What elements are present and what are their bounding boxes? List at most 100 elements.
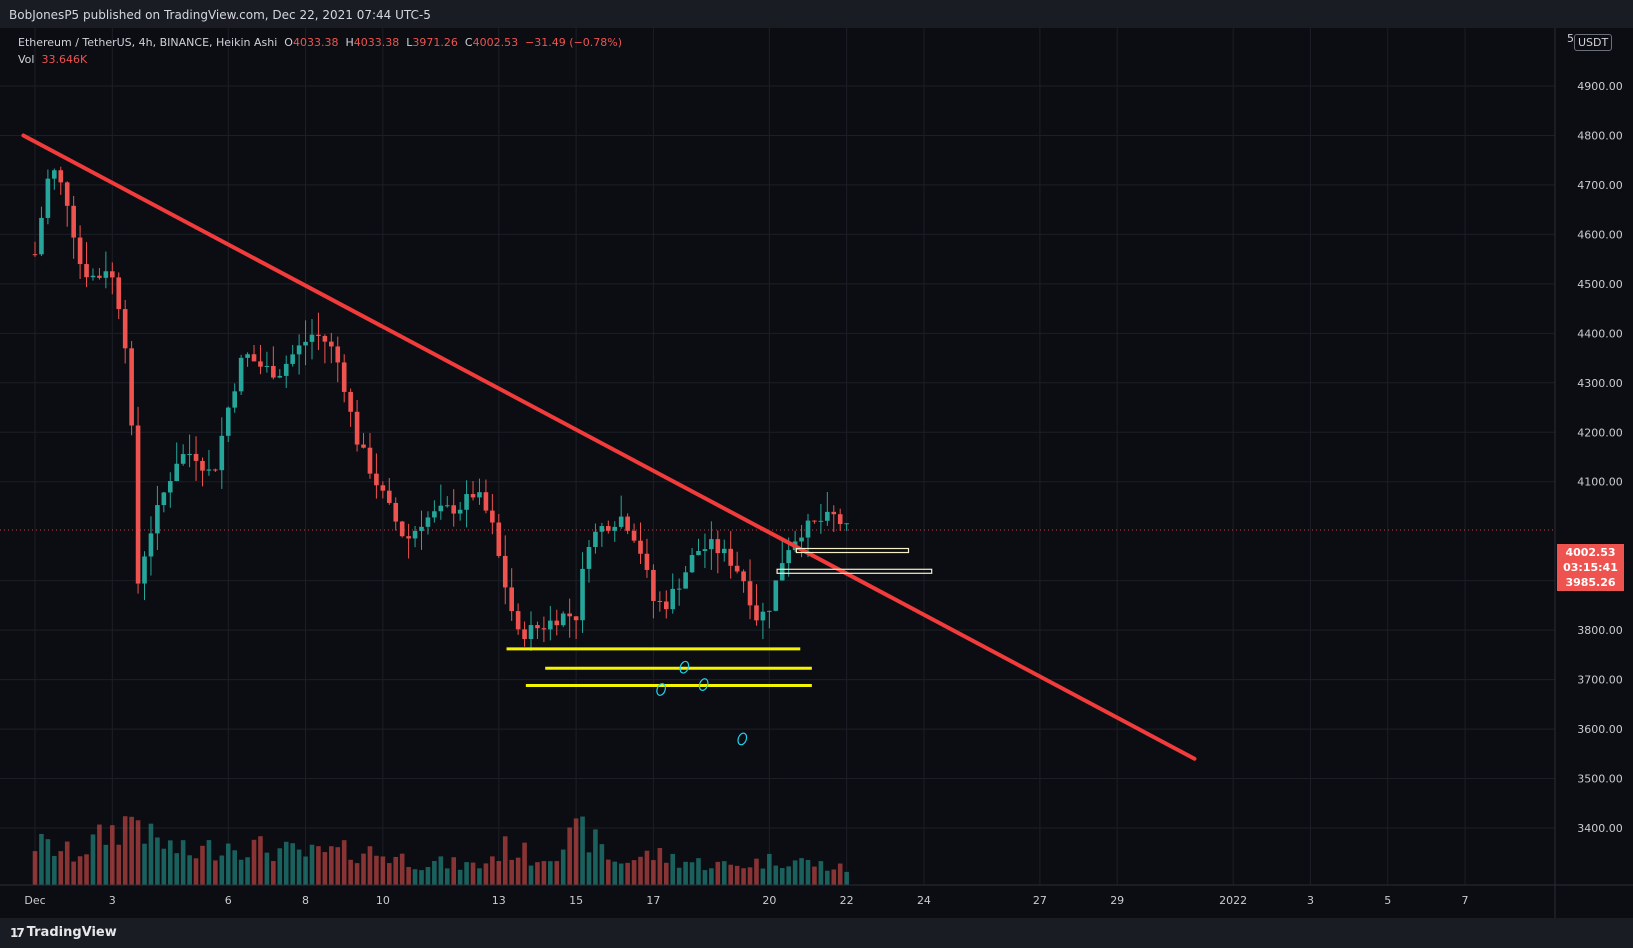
volume-bar (457, 869, 463, 885)
volume-label: Vol (18, 53, 35, 66)
candle-body (606, 526, 611, 531)
candle-body (348, 391, 353, 412)
volume-bar (586, 852, 592, 885)
price-chart[interactable]: 4900.00 4800.00 4700.00 4600.00 4500.00 4400.… (0, 28, 1633, 918)
candle-body (709, 539, 714, 550)
candle-body (277, 375, 283, 378)
candles (32, 166, 849, 652)
volume-bar (290, 843, 295, 885)
tradingview-logo[interactable]: 17 TradingView (10, 925, 117, 940)
zone-box[interactable] (795, 547, 910, 554)
volume-bar (341, 840, 347, 885)
volume-bar (316, 846, 321, 885)
candle-body (412, 530, 418, 539)
volume-bar (573, 818, 579, 885)
volume-bar (734, 865, 740, 885)
candle-body (122, 309, 128, 349)
candle-body (374, 473, 379, 486)
volume-bar (380, 856, 386, 885)
volume-bar (277, 848, 283, 885)
candle-body (161, 492, 167, 506)
candle-body (457, 509, 463, 514)
candle-body (303, 341, 308, 346)
candle-body (567, 613, 572, 617)
candle-body (103, 271, 109, 278)
tradingview-logo-icon: 17 (10, 925, 25, 940)
time-tick-label: 15 (569, 894, 583, 907)
time-tick-label: 22 (840, 894, 854, 907)
volume-bar (386, 863, 392, 885)
candle-body (341, 362, 347, 392)
volume-bar (618, 863, 624, 885)
volume-bar (702, 870, 708, 885)
candle-body (39, 217, 44, 255)
volume-bar (502, 836, 508, 885)
close-value: 4002.53 (472, 36, 519, 49)
candle-body (509, 587, 514, 612)
time-tick-label: 2022 (1219, 894, 1247, 907)
candle-body (490, 510, 495, 523)
volume-bar (155, 837, 160, 885)
candle-body (155, 505, 160, 534)
price-tick-label: 3600.00 (1577, 723, 1623, 736)
annotation-mark (679, 660, 690, 674)
volume-bar (490, 856, 495, 885)
time-tick-label: 3 (1307, 894, 1314, 907)
price-tick-label: 4500.00 (1577, 278, 1623, 291)
candle-body (110, 271, 115, 278)
volume-bar (548, 861, 553, 885)
candle-body (535, 625, 540, 629)
candle-body (496, 522, 502, 556)
currency-unit-button[interactable]: USDT (1574, 34, 1613, 51)
volume-bar (354, 863, 360, 885)
volume-bar (206, 840, 212, 885)
candle-body (689, 555, 695, 573)
candle-body (799, 537, 804, 542)
volume-bar (32, 851, 38, 885)
volume-bar (245, 857, 250, 885)
trendline[interactable] (21, 133, 1197, 761)
volume-bar (528, 865, 534, 885)
volume-bar (45, 839, 51, 885)
volume-bar (64, 841, 70, 885)
symbol-label[interactable]: Ethereum / TetherUS, 4h, BINANCE, Heikin… (18, 36, 278, 49)
volume-bar (71, 861, 76, 885)
volume-bar (52, 855, 57, 885)
volume-bar (844, 871, 849, 885)
candle-body (45, 178, 51, 218)
volume-bar (754, 858, 759, 885)
volume-bar (464, 862, 469, 885)
candle-body (361, 444, 366, 448)
candle-body (432, 511, 437, 518)
volume-bar (232, 850, 237, 885)
volume-bar (161, 848, 167, 885)
volume-bar (419, 870, 424, 885)
candle-body (232, 391, 237, 408)
candle-body (386, 490, 392, 503)
volume-bar (122, 816, 128, 885)
candle-body (77, 237, 83, 265)
candle-body (773, 580, 779, 611)
candle-body (451, 505, 457, 514)
volume-bar (329, 846, 334, 885)
time-tick-label: 13 (492, 894, 506, 907)
candle-body (573, 616, 579, 621)
volume-bar (593, 829, 598, 885)
volume-bar (39, 833, 44, 885)
candle-body (84, 264, 89, 278)
volume-bar (683, 861, 688, 885)
volume-bar (741, 868, 746, 885)
candle-body (290, 354, 295, 364)
price-tick-label: 4300.00 (1577, 377, 1623, 390)
price-tick-label: 3400.00 (1577, 822, 1623, 835)
time-axis[interactable]: Dec 3 6 8 10 13 15 17 20 22 24 27 29 2022 3 5 7 (24, 894, 1468, 907)
candle-body (522, 629, 527, 639)
published-bar: BobJonesP5 published on TradingView.com,… (0, 0, 1633, 28)
change-value: −31.49 (−0.78%) (525, 36, 623, 49)
candle-body (580, 568, 585, 621)
zone-box[interactable] (776, 568, 933, 574)
volume-bar (399, 853, 405, 885)
candle-body (316, 334, 321, 336)
candle-body (213, 469, 218, 471)
price-axis[interactable]: 4900.00 4800.00 4700.00 4600.00 4500.00 4400.… (1577, 80, 1623, 835)
